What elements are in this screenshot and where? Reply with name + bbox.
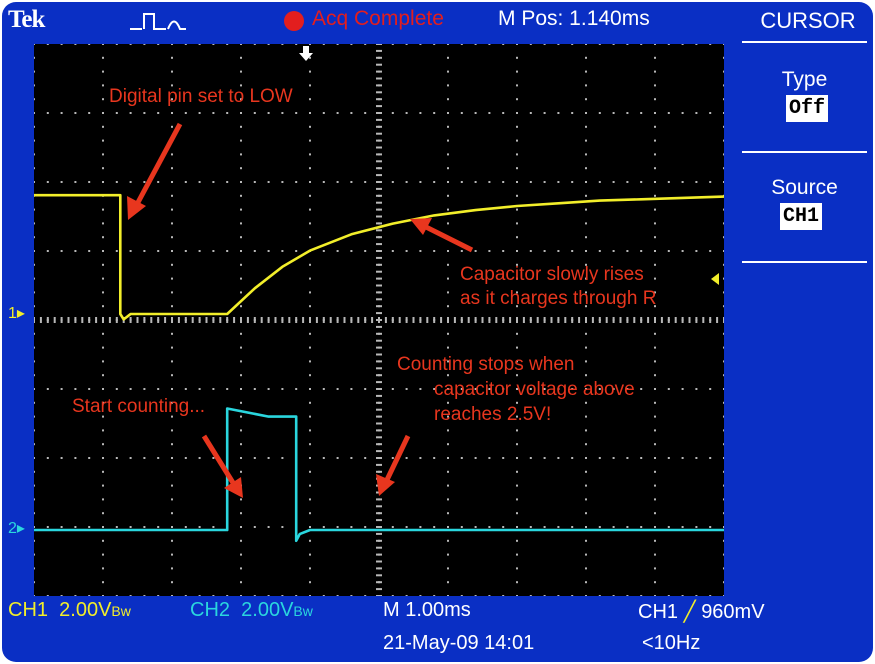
annotation-arrows xyxy=(127,122,474,498)
trigger-waveform-icon xyxy=(130,13,186,30)
annotation-start-counting: Start counting... xyxy=(72,396,206,417)
graticule xyxy=(34,44,724,596)
ch2-coupling: Bw xyxy=(293,603,313,619)
horizontal-position-readout: M Pos: 1.140ms xyxy=(498,7,650,30)
arrow-digital-low-head xyxy=(127,196,146,220)
trigger-slope-icon: ╱ xyxy=(683,601,696,623)
arrow-start-counting xyxy=(201,434,238,488)
menu-item-source-label: Source xyxy=(771,176,838,199)
ch1-coupling: Bw xyxy=(111,603,131,619)
menu-item-source-value: CH1 xyxy=(780,203,823,230)
ch2-status: CH2 2.00VBw xyxy=(190,599,313,622)
annotation-capacitor-rises-1: Capacitor slowly rises xyxy=(460,264,644,285)
menu-item-type-label: Type xyxy=(781,68,828,91)
arrow-capacitor-rises xyxy=(420,222,474,253)
arrow-digital-low xyxy=(132,122,183,210)
annotation-counting-stops-1: Counting stops when xyxy=(397,354,575,375)
ch1-ground-marker: 1▸ xyxy=(8,303,25,323)
annotation-counting-stops-2: capacitor voltage above xyxy=(434,379,635,400)
arrow-counting-stops xyxy=(382,434,411,486)
waveform-display: Digital pin set to LOW Capacitor slowly … xyxy=(34,44,724,596)
acquisition-status-indicator xyxy=(284,11,304,31)
trigger-level-marker xyxy=(711,273,719,285)
ch2-scale: 2.00V xyxy=(241,599,294,621)
arrow-capacitor-rises-head xyxy=(410,218,432,235)
ch2-ground-marker: 2▸ xyxy=(8,518,25,538)
ch1-marker-label: 1 xyxy=(8,305,17,322)
arrow-start-counting-head xyxy=(224,477,243,498)
ch2-marker-label: 2 xyxy=(8,520,17,537)
menu-divider xyxy=(742,151,867,153)
trigger-position-arrow-icon xyxy=(299,46,313,61)
ch1-label: CH1 xyxy=(8,599,49,621)
ch2-label: CH2 xyxy=(190,599,231,621)
side-menu-title: CURSOR xyxy=(760,8,856,33)
marker-arrow-icon: ▸ xyxy=(16,305,25,322)
arrow-counting-stops-head xyxy=(376,474,395,496)
timebase-readout: M 1.00ms xyxy=(383,599,471,621)
menu-divider xyxy=(742,261,867,263)
trigger-level: 960mV xyxy=(701,601,765,623)
acquisition-status: Acq Complete xyxy=(312,7,444,30)
frequency-readout: <10Hz xyxy=(642,632,701,654)
trigger-source: CH1 xyxy=(638,601,679,623)
trigger-readout: CH1 ╱ 960mV xyxy=(638,599,765,624)
menu-item-type-value: Off xyxy=(786,95,829,122)
annotation-digital-low: Digital pin set to LOW xyxy=(109,86,293,107)
waveform-canvas xyxy=(34,44,724,596)
ch1-waveform xyxy=(34,193,724,321)
annotation-counting-stops-3: reaches 2.5V! xyxy=(434,404,552,425)
marker-arrow-icon: ▸ xyxy=(16,520,25,537)
ch1-status: CH1 2.00VBw xyxy=(8,599,131,622)
menu-divider xyxy=(742,41,867,43)
annotation-capacitor-rises-2: as it charges through R xyxy=(460,288,657,309)
brand-logo: Tek xyxy=(8,6,45,33)
date-time-readout: 21-May-09 14:01 xyxy=(383,632,535,654)
ch1-scale: 2.00V xyxy=(59,599,112,621)
